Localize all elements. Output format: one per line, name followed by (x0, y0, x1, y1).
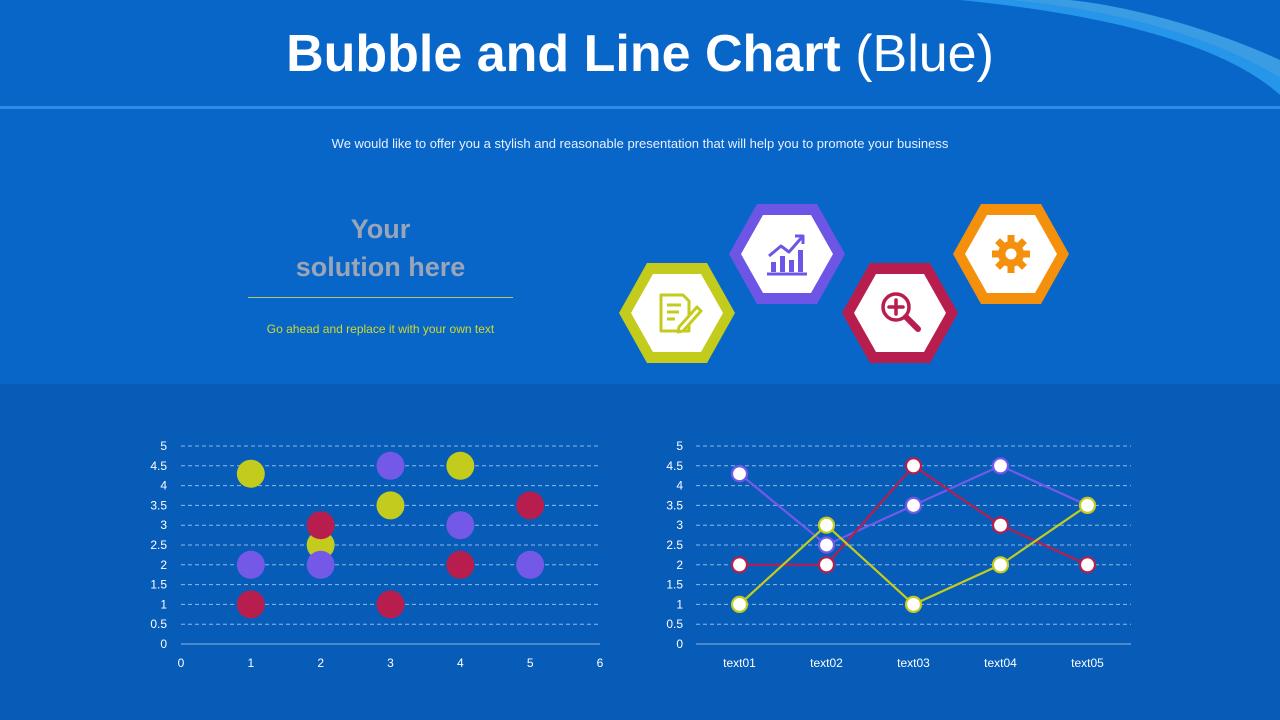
charts-background (0, 384, 1280, 720)
page-title: Bubble and Line Chart (Blue) (0, 22, 1280, 86)
y-tick-label: 4.5 (150, 459, 167, 473)
y-tick-label: 1 (160, 597, 167, 611)
line-marker (1078, 496, 1097, 515)
bubble-point (236, 590, 265, 619)
line-marker (991, 556, 1010, 574)
bubble-point (376, 491, 405, 520)
solution-heading-line1: Your (350, 214, 411, 244)
y-tick-label: 3 (676, 518, 683, 532)
y-tick-label: 4 (160, 479, 167, 493)
y-tick-label: 2 (160, 558, 167, 572)
magnify-plus-icon (881, 292, 921, 332)
x-tick-label: text04 (984, 656, 1017, 670)
growth-chart-icon (767, 234, 807, 276)
line-marker (1078, 556, 1097, 574)
line-marker (904, 457, 923, 475)
title-main: Bubble and Line Chart (286, 25, 841, 83)
y-tick-label: 1.5 (666, 578, 683, 592)
x-tick-label: text02 (810, 656, 843, 670)
bubble-point (446, 511, 475, 540)
y-tick-label: 1 (676, 597, 683, 611)
x-tick-label: 0 (178, 656, 185, 670)
document-edit-icon (659, 293, 703, 334)
bubble-point (516, 550, 545, 579)
hex-badge-settings (951, 202, 1071, 306)
y-tick-label: 4.5 (666, 459, 683, 473)
y-tick-label: 4 (676, 479, 683, 493)
y-tick-label: 1.5 (150, 578, 167, 592)
line-marker (730, 556, 749, 574)
hex-badge-search (840, 261, 960, 365)
y-tick-label: 0 (160, 637, 167, 651)
y-tick-label: 3 (160, 518, 167, 532)
line-chart: 0 0.5 1 1.5 2 2.5 3 3.5 4 4.5 5 text01 text02 text03 t… (666, 439, 1131, 670)
bubble-point (306, 511, 335, 540)
y-tick-label: 5 (160, 439, 167, 453)
line-marker (991, 516, 1010, 534)
page-subtitle: We would like to offer you a stylish and… (331, 136, 949, 151)
bubble-point (306, 550, 335, 579)
bubble-point (516, 491, 545, 520)
y-tick-label: 2.5 (666, 538, 683, 552)
title-divider (0, 106, 1280, 109)
x-tick-label: 5 (527, 656, 534, 670)
x-tick-label: text05 (1071, 656, 1104, 670)
bubble-chart: 0 0.5 1 1.5 2 2.5 3 3.5 4 4.5 5 0 1 2 3 4 5 6 (150, 439, 604, 670)
title-suffix: (Blue) (855, 25, 994, 83)
y-tick-label: 5 (676, 439, 683, 453)
x-tick-label: text01 (723, 656, 756, 670)
y-tick-label: 3.5 (666, 498, 683, 512)
y-tick-label: 2 (676, 558, 683, 572)
y-tick-label: 2.5 (150, 538, 167, 552)
gear-icon (992, 235, 1030, 273)
line-marker (817, 556, 836, 574)
bubble-point (376, 451, 405, 480)
bubble-point (446, 451, 475, 480)
bubble-point (376, 590, 405, 619)
y-tick-label: 0.5 (666, 617, 683, 631)
solution-heading-line2: solution here (295, 252, 466, 282)
bubble-point (306, 531, 335, 559)
y-tick-label: 0 (676, 637, 683, 651)
line-marker (904, 595, 923, 613)
x-tick-label: 1 (247, 656, 254, 670)
solution-heading: Your solution here (248, 210, 513, 286)
x-tick-label: 6 (597, 656, 604, 670)
solution-note: Go ahead and replace it with your own te… (266, 322, 495, 336)
x-tick-label: 4 (457, 656, 464, 670)
y-tick-label: 3.5 (150, 498, 167, 512)
series-line (738, 504, 1089, 606)
line-marker (730, 595, 749, 613)
line-marker (904, 496, 923, 515)
x-tick-label: text03 (897, 656, 930, 670)
bubble-point (446, 550, 475, 579)
line-marker (730, 465, 749, 483)
bubble-point (236, 550, 265, 579)
line-marker (817, 536, 836, 554)
y-tick-label: 0.5 (150, 617, 167, 631)
x-tick-label: 2 (317, 656, 324, 670)
bubble-point (236, 459, 265, 488)
x-tick-label: 3 (387, 656, 394, 670)
line-marker (991, 457, 1010, 475)
line-marker (817, 516, 836, 534)
solution-divider (248, 297, 513, 298)
hex-badge-document (617, 261, 737, 365)
hex-badge-growth (727, 202, 847, 306)
